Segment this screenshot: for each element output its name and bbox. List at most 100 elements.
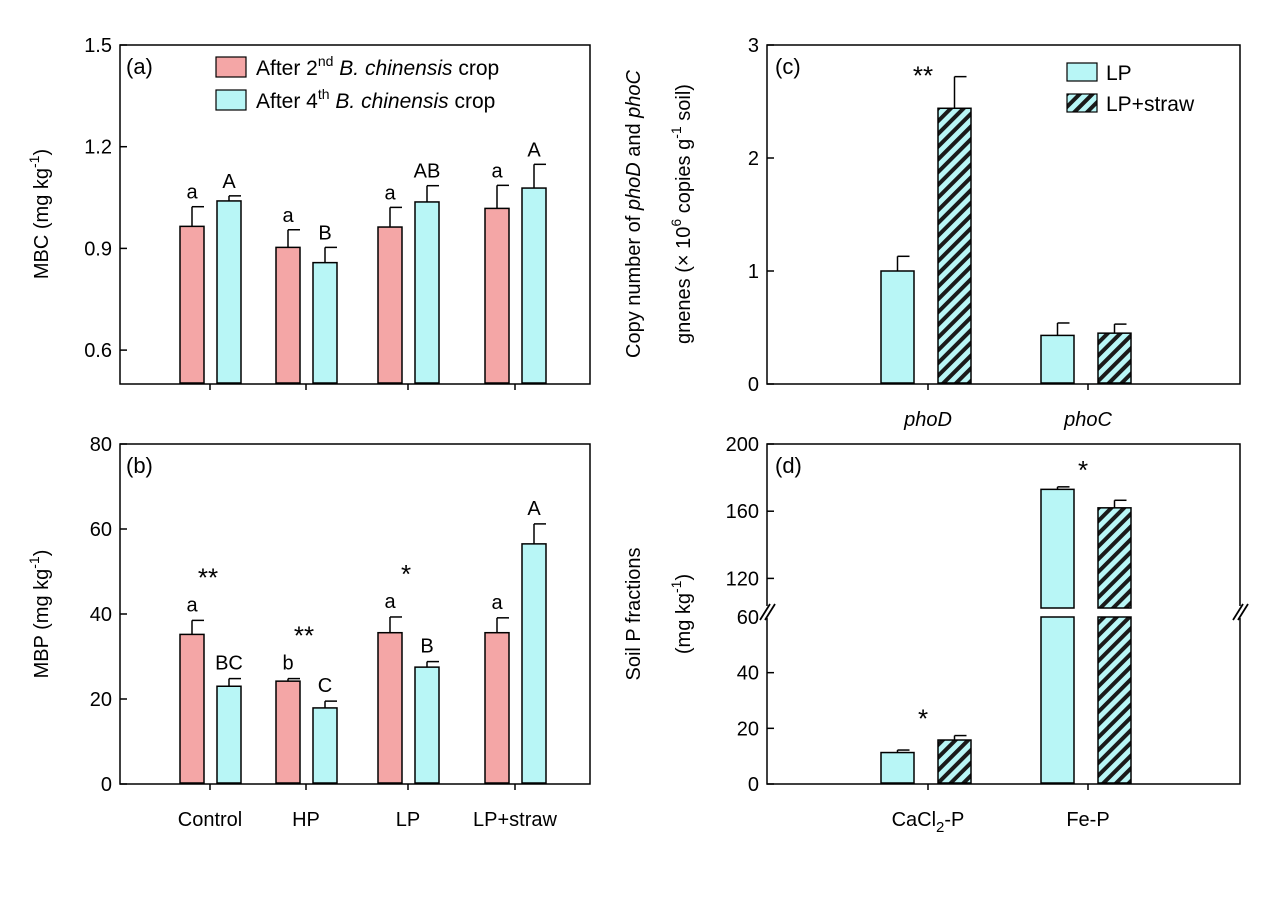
y-tick-label: 1.2: [84, 137, 112, 159]
significance-letter: a: [491, 160, 503, 182]
x-tick-label: phoC: [1063, 409, 1112, 431]
significance-star: **: [294, 621, 314, 651]
significance-letter: a: [186, 594, 198, 616]
panel-b-tag: (b): [126, 453, 153, 478]
bar: [275, 246, 301, 384]
y-tick-label: 160: [726, 501, 759, 523]
y-tick-label: 3: [748, 35, 759, 57]
y-tick-label: 0.6: [84, 340, 112, 362]
legend-entry-lp-straw: LP+straw: [1106, 93, 1195, 116]
bar: [179, 225, 205, 384]
axis-break-slash: [759, 603, 771, 621]
legend-entry-2: After 4th B. chinensis crop: [256, 86, 495, 113]
y-tick-label: 0: [748, 374, 759, 396]
x-tick-label: Control: [178, 809, 242, 831]
panel-c-ylabel-line1: Copy number of phoD and phoC: [623, 69, 645, 358]
panel-c-tag: (c): [775, 54, 801, 79]
bar: [414, 201, 440, 384]
panel-c-frame: [766, 44, 1241, 385]
significance-star: **: [198, 562, 218, 592]
y-tick-label: 20: [90, 689, 112, 711]
significance-star: **: [913, 61, 933, 91]
legend-swatch-red: [215, 56, 247, 78]
significance-letter: A: [527, 498, 541, 520]
bar: [1040, 334, 1075, 384]
significance-letter: BC: [215, 653, 243, 675]
panel-c-y-axis: 0 1 2 3: [748, 35, 774, 396]
bar: [880, 270, 915, 384]
significance-star: *: [401, 559, 411, 589]
bar-lower: [1040, 616, 1075, 784]
panel-c-ylabel-line2: gnenes (× 106 copies g-1 soil): [668, 84, 695, 344]
significance-letter: a: [384, 182, 396, 204]
significance-letter: C: [318, 675, 332, 697]
significance-letter: A: [222, 171, 236, 193]
significance-letter: b: [282, 653, 293, 675]
bar: [484, 631, 510, 784]
bar: [521, 543, 547, 784]
panel-a-frame: [119, 44, 591, 385]
significance-letter: B: [318, 222, 331, 244]
panel-b-x-axis: Control HP LP LP+straw: [178, 784, 558, 831]
bar: [216, 685, 242, 784]
panel-d-x-axis: CaCl2-P Fe-P: [892, 784, 1110, 836]
y-tick-label: 40: [90, 604, 112, 626]
x-tick-label: CaCl2-P: [892, 809, 965, 836]
y-tick-label: 1.5: [84, 35, 112, 57]
x-tick-label: HP: [292, 809, 320, 831]
x-tick-label: phoD: [903, 409, 952, 431]
panel-d-ylabel-line2: (mg kg-1): [668, 574, 695, 654]
significance-letter: a: [491, 592, 503, 614]
y-tick-label: 60: [737, 607, 759, 629]
panel-c-legend: LP LP+straw: [1066, 62, 1195, 116]
y-tick-label: 80: [90, 434, 112, 456]
y-tick-label: 40: [737, 663, 759, 685]
bar: [377, 631, 403, 784]
panel-b-y-axis: 0 20 40 60 80: [90, 434, 127, 796]
panel-a-tag: (a): [126, 54, 153, 79]
x-tick-label: LP+straw: [473, 809, 557, 831]
significance-letter: a: [384, 591, 396, 613]
axis-break-slash: [764, 603, 776, 621]
y-tick-label: 0: [748, 774, 759, 796]
bar: [484, 207, 510, 384]
bar: [937, 107, 972, 384]
bar: [377, 226, 403, 384]
axis-break-marks: [759, 603, 1249, 621]
significance-star: *: [1078, 455, 1088, 485]
significance-star: *: [918, 704, 928, 734]
bar: [521, 187, 547, 384]
y-tick-label: 0: [101, 774, 112, 796]
panel-d-tag: (d): [775, 453, 802, 478]
panel-d-frame: [766, 443, 1241, 785]
panel-d-ylabel-line1: Soil P fractions: [623, 547, 645, 680]
significance-letter: A: [527, 139, 541, 161]
bar: [312, 707, 338, 784]
significance-letter: a: [282, 205, 294, 227]
panel-d-y-axis: 0 20 40 60 120 160 200: [726, 434, 774, 796]
panel-d-marks: **: [880, 455, 1132, 784]
bar-upper: [1097, 507, 1132, 609]
bar: [880, 751, 915, 784]
x-tick-label: LP: [396, 809, 420, 831]
legend-entry-lp: LP: [1106, 62, 1132, 85]
panel-b-ylabel: MBP (mg kg-1): [26, 550, 53, 679]
bar: [275, 680, 301, 784]
y-tick-label: 1: [748, 261, 759, 283]
x-tick-label: Fe-P: [1066, 809, 1109, 831]
legend-swatch-lp: [1066, 62, 1098, 82]
y-tick-label: 2: [748, 148, 759, 170]
legend-swatch-lp-straw: [1066, 93, 1098, 113]
bar: [1097, 332, 1132, 384]
bar: [937, 739, 972, 784]
significance-letter: B: [420, 636, 433, 658]
significance-letter: AB: [414, 161, 441, 183]
panel-c-marks: **: [880, 61, 1132, 384]
panel-a-y-axis: 0.6 0.9 1.2 1.5: [84, 35, 516, 390]
y-tick-label: 60: [90, 519, 112, 541]
y-tick-label: 200: [726, 434, 759, 456]
